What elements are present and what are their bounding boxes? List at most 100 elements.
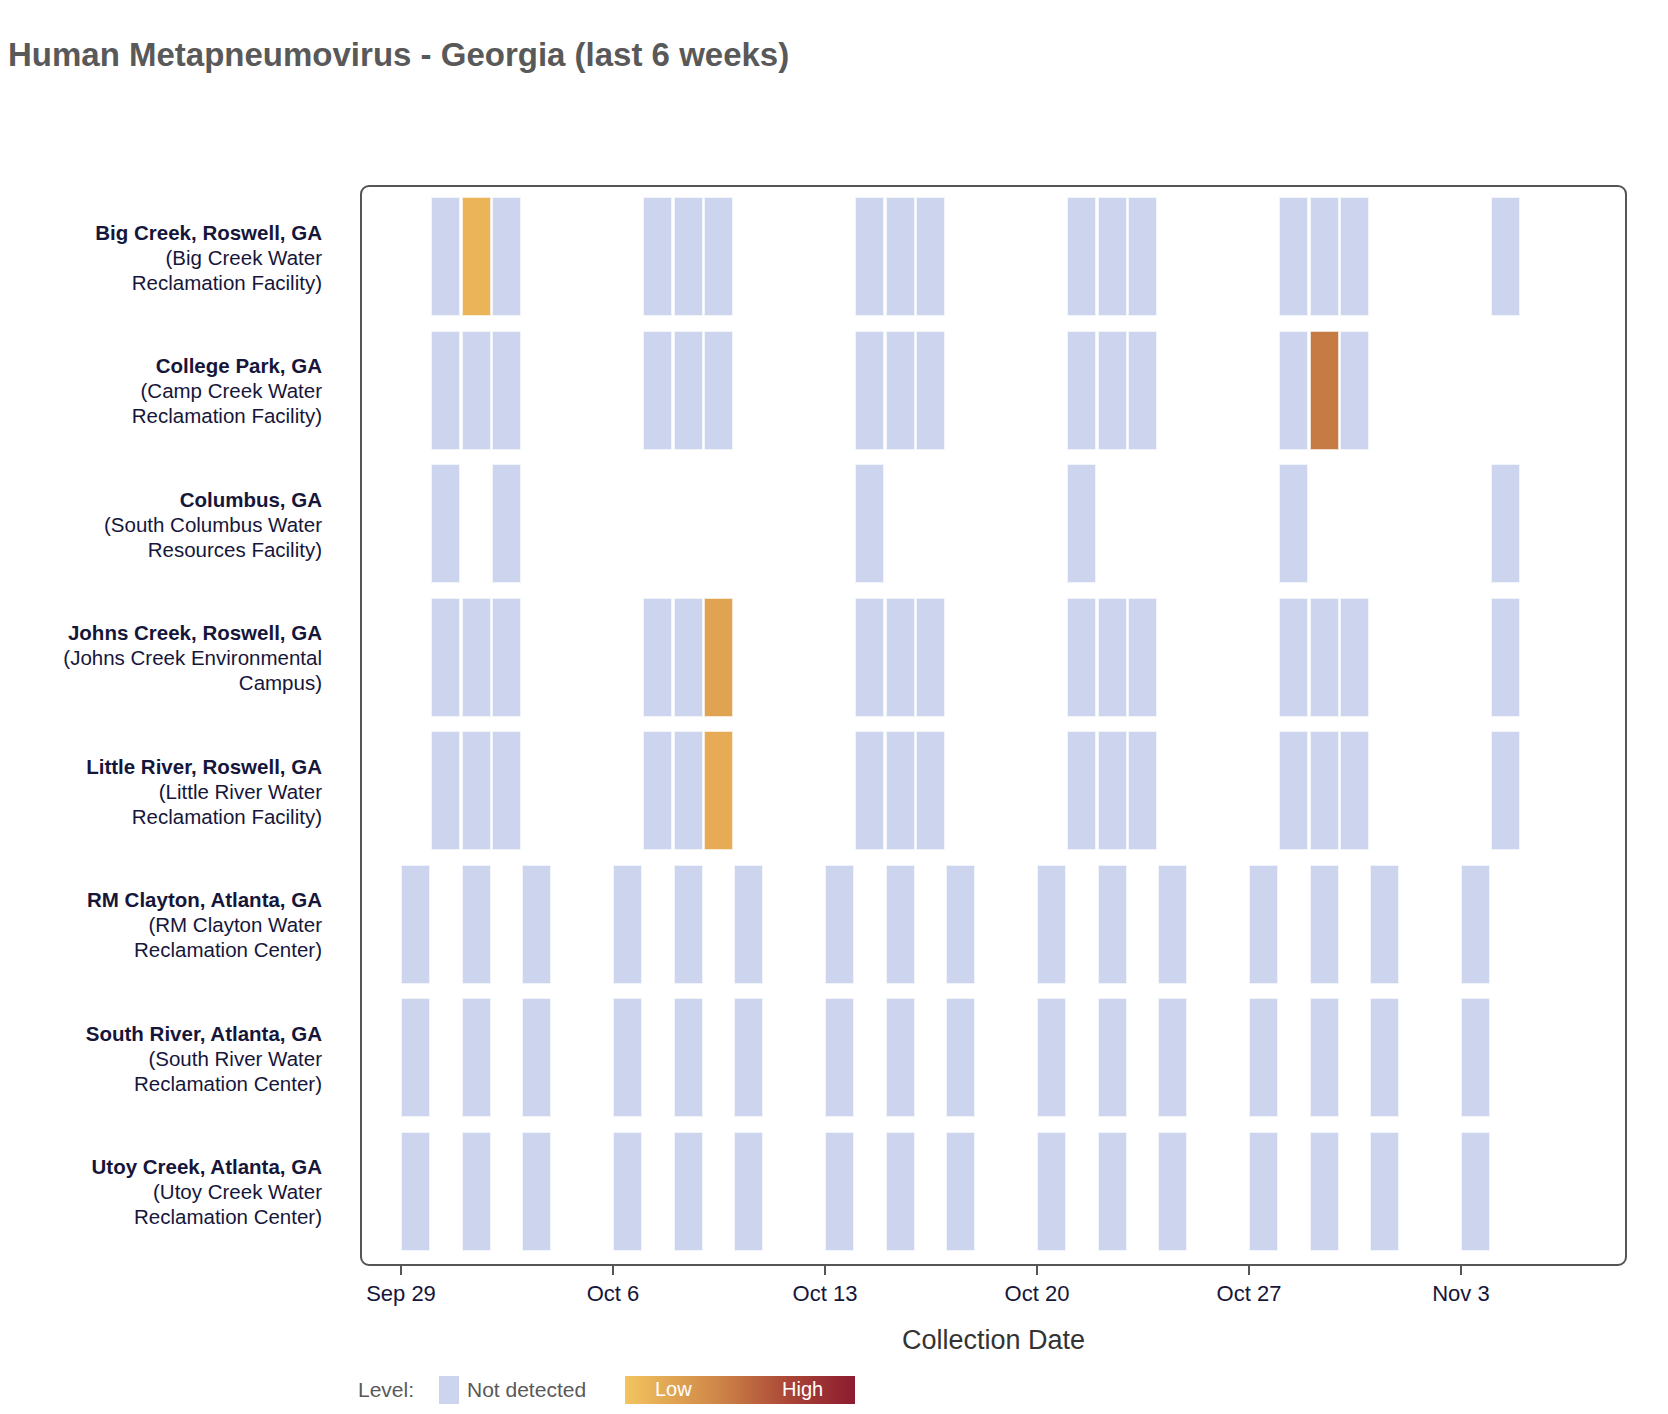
heatmap-tile	[462, 197, 491, 316]
facility-name: (South Columbus Water Resources Facility…	[62, 511, 322, 561]
heatmap-tile	[1128, 598, 1157, 717]
legend-high-label: High	[782, 1378, 823, 1401]
row-label: South River, Atlanta, GA(South River Wat…	[62, 1020, 322, 1095]
heatmap-tile	[1067, 331, 1096, 450]
heatmap-tile	[492, 331, 521, 450]
x-tick-mark	[824, 1266, 826, 1275]
heatmap-tile	[613, 865, 642, 984]
row-label: RM Clayton, Atlanta, GA(RM Clayton Water…	[62, 887, 322, 962]
x-tick-label: Nov 3	[1391, 1281, 1531, 1307]
heatmap-tile	[1067, 731, 1096, 850]
heatmap-tile	[492, 598, 521, 717]
heatmap-tile	[855, 598, 884, 717]
heatmap-tile	[1340, 331, 1369, 450]
heatmap-tile	[1128, 331, 1157, 450]
heatmap-tile	[1279, 197, 1308, 316]
heatmap-tile	[1310, 598, 1339, 717]
heatmap-tile	[613, 1132, 642, 1251]
heatmap-tile	[886, 731, 915, 850]
wastewater-surveillance-chart: Human Metapneumovirus - Georgia (last 6 …	[0, 0, 1668, 1414]
heatmap-tile	[1461, 865, 1490, 984]
heatmap-tile	[1279, 731, 1308, 850]
heatmap-tile	[522, 865, 551, 984]
heatmap-tile	[1037, 1132, 1066, 1251]
facility-name: (Little River Water Reclamation Facility…	[62, 778, 322, 828]
heatmap-tile	[1098, 1132, 1127, 1251]
site-name: South River, Atlanta, GA	[62, 1020, 322, 1045]
heatmap-tile	[916, 598, 945, 717]
heatmap-tile	[946, 865, 975, 984]
heatmap-tile	[1098, 331, 1127, 450]
heatmap-tile	[674, 598, 703, 717]
heatmap-tile	[704, 331, 733, 450]
heatmap-tile	[462, 998, 491, 1117]
heatmap-tile	[734, 1132, 763, 1251]
heatmap-tile	[1491, 731, 1520, 850]
heatmap-tile	[825, 998, 854, 1117]
site-name: Utoy Creek, Atlanta, GA	[62, 1154, 322, 1179]
heatmap-tile	[462, 598, 491, 717]
heatmap-tile	[674, 731, 703, 850]
plot-panel	[360, 185, 1627, 1266]
x-tick-label: Oct 6	[543, 1281, 683, 1307]
heatmap-tile	[825, 865, 854, 984]
heatmap-tile	[886, 197, 915, 316]
heatmap-tile	[1067, 464, 1096, 583]
row-label: Big Creek, Roswell, GA(Big Creek Water R…	[62, 219, 322, 294]
heatmap-tile	[1067, 197, 1096, 316]
site-name: RM Clayton, Atlanta, GA	[62, 887, 322, 912]
legend-title: Level:	[358, 1378, 414, 1402]
heatmap-tile	[674, 1132, 703, 1251]
heatmap-tile	[886, 598, 915, 717]
heatmap-tile	[401, 998, 430, 1117]
heatmap-tile	[916, 197, 945, 316]
heatmap-tile	[1340, 197, 1369, 316]
chart-title: Human Metapneumovirus - Georgia (last 6 …	[8, 36, 789, 74]
heatmap-tile	[1098, 197, 1127, 316]
site-name: Big Creek, Roswell, GA	[62, 219, 322, 244]
heatmap-tile	[674, 197, 703, 316]
x-tick-label: Oct 27	[1179, 1281, 1319, 1307]
heatmap-tile	[704, 731, 733, 850]
heatmap-tile	[1491, 197, 1520, 316]
heatmap-tile	[431, 731, 460, 850]
x-tick-label: Oct 20	[967, 1281, 1107, 1307]
heatmap-tile	[1128, 731, 1157, 850]
heatmap-tile	[946, 1132, 975, 1251]
x-tick-mark	[400, 1266, 402, 1275]
heatmap-tile	[643, 598, 672, 717]
facility-name: (Utoy Creek Water Reclamation Center)	[62, 1179, 322, 1229]
x-tick-mark	[612, 1266, 614, 1275]
heatmap-tile	[1340, 731, 1369, 850]
heatmap-tile	[401, 1132, 430, 1251]
heatmap-tile	[855, 197, 884, 316]
heatmap-tile	[1461, 998, 1490, 1117]
heatmap-tile	[855, 731, 884, 850]
heatmap-tile	[1098, 865, 1127, 984]
heatmap-tile	[1310, 1132, 1339, 1251]
heatmap-tile	[1310, 197, 1339, 316]
heatmap-tile	[431, 464, 460, 583]
heatmap-tile	[1310, 731, 1339, 850]
heatmap-tile	[643, 731, 672, 850]
heatmap-tile	[1098, 598, 1127, 717]
site-name: Columbus, GA	[62, 486, 322, 511]
heatmap-tile	[1491, 464, 1520, 583]
heatmap-tile	[431, 331, 460, 450]
legend-low-label: Low	[655, 1378, 692, 1401]
heatmap-tile	[643, 331, 672, 450]
heatmap-tile	[643, 197, 672, 316]
heatmap-tile	[401, 865, 430, 984]
heatmap-tile	[886, 331, 915, 450]
heatmap-tile	[431, 598, 460, 717]
heatmap-tile	[855, 464, 884, 583]
heatmap-tile	[492, 197, 521, 316]
heatmap-tile	[462, 331, 491, 450]
heatmap-tile	[1370, 1132, 1399, 1251]
heatmap-tile	[674, 865, 703, 984]
legend-not-detected-swatch	[439, 1376, 459, 1404]
heatmap-tile	[1158, 998, 1187, 1117]
site-name: Little River, Roswell, GA	[62, 753, 322, 778]
heatmap-tile	[1370, 865, 1399, 984]
heatmap-tile	[492, 731, 521, 850]
